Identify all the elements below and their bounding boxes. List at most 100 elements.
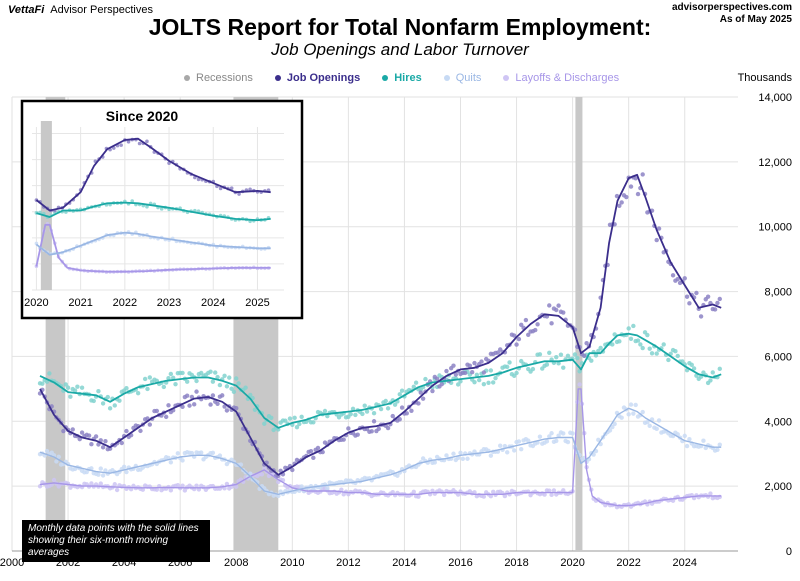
data-point-job-openings bbox=[633, 176, 638, 181]
legend-dot bbox=[184, 75, 190, 81]
data-point-job-openings bbox=[453, 372, 459, 377]
data-point-hires bbox=[635, 338, 641, 343]
data-point-job-openings bbox=[192, 402, 197, 407]
data-point-layoffs bbox=[51, 477, 57, 483]
data-point-job-openings bbox=[385, 425, 391, 431]
data-point-quits bbox=[628, 402, 634, 407]
data-point-hires bbox=[565, 353, 571, 359]
data-point-hires bbox=[194, 378, 199, 384]
data-point-quits bbox=[526, 438, 531, 443]
data-point-hires bbox=[474, 372, 480, 378]
data-point-hires bbox=[612, 332, 617, 337]
data-point-layoffs bbox=[168, 488, 174, 493]
data-point-quits bbox=[512, 448, 517, 453]
series-line-layoffs bbox=[39, 388, 722, 507]
data-point-hires bbox=[589, 358, 594, 363]
data-point-job-openings bbox=[420, 396, 426, 401]
data-point-hires bbox=[547, 350, 552, 356]
data-point-job-openings bbox=[187, 403, 192, 408]
data-point-hires bbox=[717, 366, 722, 372]
series-line-hires bbox=[39, 332, 722, 429]
data-point-hires bbox=[297, 421, 302, 427]
data-point-job-openings bbox=[79, 430, 85, 435]
data-point-hires bbox=[649, 351, 655, 356]
x-tick-label: 2016 bbox=[448, 557, 472, 569]
series-line-job-openings bbox=[39, 173, 722, 476]
data-point-hires bbox=[628, 336, 634, 341]
data-point-job-openings bbox=[77, 436, 82, 442]
data-point-layoffs bbox=[112, 482, 117, 487]
data-point-job-openings bbox=[547, 303, 552, 308]
legend-label: Job Openings bbox=[286, 72, 361, 84]
chart-subtitle: Job Openings and Labor Turnover bbox=[271, 40, 529, 59]
data-point-job-openings bbox=[535, 322, 540, 327]
data-point-hires bbox=[231, 389, 237, 395]
data-point-quits bbox=[100, 473, 106, 478]
data-point-layoffs bbox=[488, 493, 494, 499]
data-point-job-openings bbox=[154, 408, 160, 414]
data-point-quits bbox=[549, 431, 554, 436]
data-point-hires bbox=[168, 371, 174, 377]
legend-label: Recessions bbox=[196, 72, 253, 84]
brand: VettaFi Advisor Perspectives bbox=[8, 4, 153, 16]
data-point-quits bbox=[325, 485, 330, 491]
data-point-quits bbox=[547, 434, 552, 439]
data-point-job-openings bbox=[479, 359, 484, 364]
data-point-job-openings bbox=[311, 455, 316, 461]
data-point-hires bbox=[362, 403, 367, 408]
data-point-hires bbox=[117, 398, 122, 403]
data-point-job-openings bbox=[619, 200, 624, 205]
data-point-job-openings bbox=[439, 381, 445, 387]
data-point-job-openings bbox=[137, 141, 142, 146]
data-point-job-openings bbox=[404, 411, 409, 416]
data-point-quits bbox=[516, 439, 522, 444]
data-point-job-openings bbox=[418, 390, 423, 395]
data-point-hires bbox=[173, 381, 178, 387]
legend-label: Quits bbox=[455, 72, 482, 84]
data-point-hires bbox=[213, 370, 218, 375]
data-point-hires bbox=[640, 345, 645, 351]
data-point-quits bbox=[626, 412, 631, 417]
data-point-hires bbox=[397, 392, 402, 397]
legend-dot bbox=[382, 75, 389, 81]
data-point-layoffs bbox=[194, 483, 199, 488]
series-line-job-openings bbox=[35, 137, 271, 212]
data-point-job-openings bbox=[61, 428, 66, 434]
data-point-job-openings bbox=[180, 404, 185, 410]
brand-logo: VettaFi bbox=[8, 4, 45, 16]
data-point-hires bbox=[505, 364, 510, 370]
data-point-quits bbox=[640, 409, 645, 415]
data-point-hires bbox=[124, 385, 129, 391]
legend-dot bbox=[503, 75, 510, 81]
legend-dot bbox=[443, 75, 450, 81]
data-point-job-openings bbox=[430, 388, 435, 394]
data-point-hires bbox=[554, 354, 559, 360]
x-tick-label: 2020 bbox=[560, 557, 584, 569]
data-point-hires bbox=[262, 421, 267, 426]
data-point-job-openings bbox=[523, 317, 529, 323]
data-point-quits bbox=[596, 437, 601, 443]
data-point-quits bbox=[180, 458, 185, 463]
data-point-quits bbox=[633, 402, 638, 408]
data-point-hires bbox=[654, 351, 659, 356]
y-axis-label: Thousands bbox=[737, 72, 792, 84]
data-point-job-openings bbox=[640, 172, 645, 177]
data-point-layoffs bbox=[561, 488, 566, 493]
data-point-quits bbox=[554, 438, 559, 444]
data-point-hires bbox=[392, 402, 398, 407]
data-point-quits bbox=[455, 455, 461, 461]
data-point-hires bbox=[572, 352, 578, 357]
data-point-job-openings bbox=[715, 300, 720, 306]
data-point-layoffs bbox=[502, 493, 508, 499]
data-point-quits bbox=[56, 454, 61, 460]
inset-x-tick-label: 2021 bbox=[68, 297, 92, 309]
data-point-quits bbox=[612, 421, 617, 427]
data-point-job-openings bbox=[635, 191, 641, 197]
data-point-job-openings bbox=[514, 342, 519, 347]
data-point-job-openings bbox=[376, 426, 381, 432]
data-point-quits bbox=[460, 456, 466, 462]
data-point-layoffs bbox=[259, 472, 265, 477]
data-point-layoffs bbox=[708, 491, 713, 496]
data-point-layoffs bbox=[390, 489, 395, 495]
